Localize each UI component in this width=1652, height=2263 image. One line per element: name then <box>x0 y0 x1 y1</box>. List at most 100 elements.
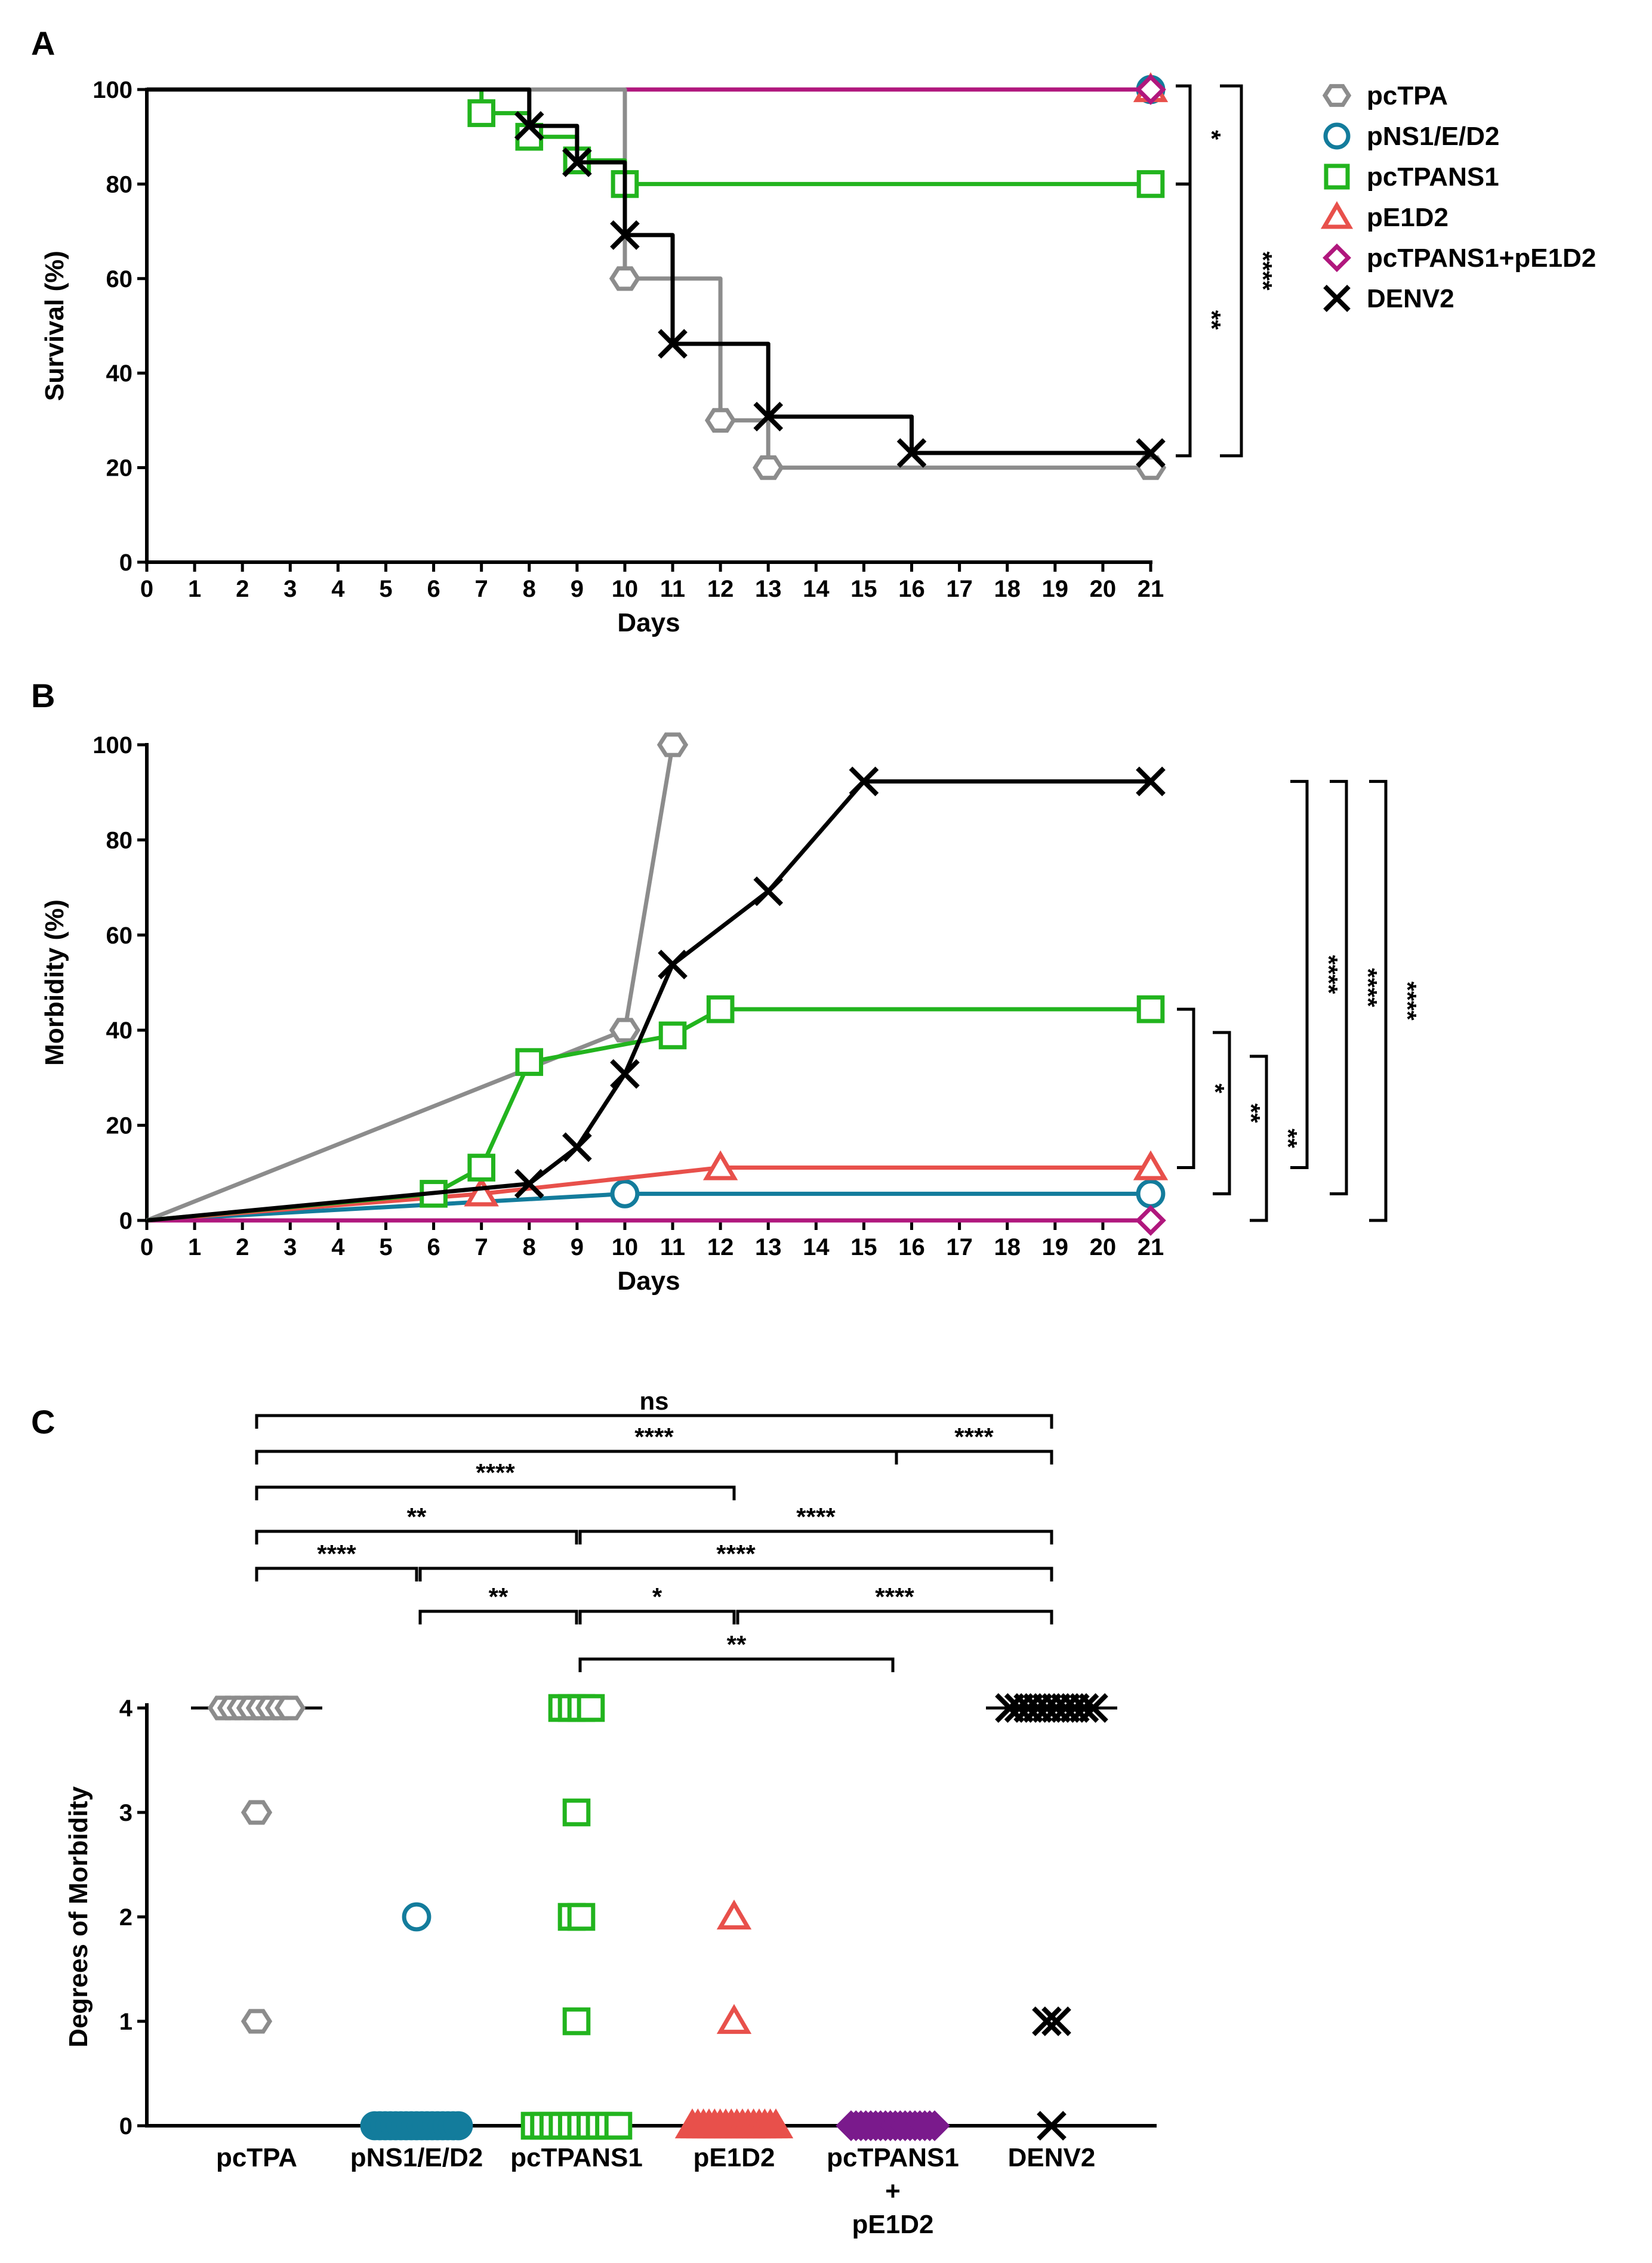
panel-a-series-pctpa-line <box>147 87 1151 470</box>
panel-label-c: C <box>31 1403 55 1441</box>
panel-b-sig-0-label: * <box>1201 1084 1229 1094</box>
panel-a-series-pctpans1-line <box>147 87 1151 186</box>
panel-c-point-pctpans1-3-0 <box>562 1798 591 1827</box>
panel-c-sig-2-bracket <box>895 1450 1053 1465</box>
panel-c-sig-8-label: ** <box>489 1583 508 1611</box>
panel-c-sig-3-label: **** <box>476 1459 515 1487</box>
legend-marker-pctpans1-pe1d2 <box>1323 243 1351 272</box>
panel-label-b: B <box>31 677 55 714</box>
panel-c-category-label-1: pNS1/E/D2 <box>350 2143 483 2172</box>
panel-a-x-tick-label-9: 9 <box>571 576 584 602</box>
panel-b-x-tick-label-12: 12 <box>707 1234 734 1260</box>
panel-b-series <box>146 732 1169 1236</box>
panel-c-sig-10-label: **** <box>875 1583 914 1611</box>
panel-b-x-tick-label-18: 18 <box>994 1234 1021 1260</box>
panel-b-series-denv2-point-3 <box>658 949 688 980</box>
panel-a-x-tick-label-12: 12 <box>707 576 734 602</box>
panel-a-series-denv2-point-0 <box>514 111 544 141</box>
panel-c-sig-7-label: **** <box>716 1540 756 1568</box>
panel-b-x-tick-label-10: 10 <box>612 1234 639 1260</box>
legend-label-pns1-e-d2: pNS1/E/D2 <box>1367 122 1500 151</box>
panel-b-sig-4-bracket <box>1330 779 1348 1195</box>
panel-c-point-pe1d2-1-0 <box>716 2004 752 2034</box>
panel-c-category-label-0: pcTPA <box>216 2143 297 2172</box>
panel-c-category-label-0-line-0: pcTPA <box>216 2143 297 2172</box>
panel-b-series-pctpans1-point-2 <box>515 1048 544 1076</box>
panel-c-point-pe1d2-2-0 <box>716 1900 752 1930</box>
panel-c-point-pe1d2-0-15 <box>758 2108 794 2139</box>
panel-a-series-denv2-point-3 <box>658 329 688 359</box>
panel-b-x-tick-label-21: 21 <box>1138 1234 1164 1260</box>
panel-a-sig-2-bracket <box>1220 84 1243 458</box>
panel-b-series-pctpans1-point-1 <box>467 1154 495 1182</box>
panel-b-sig-5-label: **** <box>1394 981 1422 1020</box>
panel-b-series-pctpa-point-0 <box>609 1018 641 1043</box>
panel-c-point-denv2-1-1 <box>1041 2006 1071 2036</box>
panel-c-sig-2-label: **** <box>954 1423 994 1451</box>
panel-b-series-pe1d2-point-2 <box>1133 1150 1169 1180</box>
panel-c-sig-11-label: ** <box>727 1630 747 1658</box>
panel-c-point-pctpans1-1-0 <box>562 2007 591 2036</box>
panel-a-x-tick-label-18: 18 <box>994 576 1021 602</box>
panel-c-sig-7-bracket <box>418 1567 1053 1581</box>
panel-c-point-denv2-0-0 <box>1037 2111 1067 2141</box>
panel-a-x-tick-label-3: 3 <box>283 576 297 602</box>
panel-b-x-tick-label-4: 4 <box>331 1234 345 1260</box>
panel-a-series-denv2-point-6 <box>1136 438 1166 468</box>
panel-c-sig-6-bracket <box>255 1567 418 1581</box>
legend-label-pctpa: pcTPA <box>1367 81 1448 110</box>
panel-b-series-pctpans1-line <box>146 1007 1151 1223</box>
panel-c-sig-0-bracket <box>255 1414 1053 1429</box>
legend-label-pctpans1: pcTPANS1 <box>1367 162 1499 192</box>
panel-c-sig-9-bracket <box>578 1610 736 1624</box>
panel-a-x-tick-label-8: 8 <box>523 576 536 602</box>
panel-a-x-tick-label-17: 17 <box>946 576 973 602</box>
panel-a-x-tick-label-10: 10 <box>612 576 639 602</box>
panel-a-series-denv2-point-5 <box>896 438 927 468</box>
panel-a-x-tick-label-21: 21 <box>1138 576 1164 602</box>
panel-a-series-pctpa-point-2 <box>753 455 784 480</box>
panel-a-series-denv2-point-4 <box>753 402 784 431</box>
panel-a-sig-0-label: * <box>1198 130 1226 140</box>
panel-b-series-pctpa-line <box>146 744 675 1223</box>
panel-b-y-tick-label-40: 40 <box>106 1018 133 1044</box>
panel-c-y-tick-label-2: 2 <box>119 1904 132 1931</box>
panel-b-series-denv2-point-2 <box>610 1059 640 1089</box>
panel-c-point-pns1-e-d2-0-16 <box>443 2111 473 2141</box>
panel-b-sig-2-label: ** <box>1274 1129 1302 1148</box>
panel-b-series-pctpans1-point-5 <box>1136 995 1165 1023</box>
panel-b-y-tick-label-100: 100 <box>93 732 132 759</box>
panel-a-x-tick-label-2: 2 <box>236 576 249 602</box>
panel-b-x-tick-label-2: 2 <box>236 1234 249 1260</box>
panel-a-x-tick-label-0: 0 <box>140 576 153 602</box>
panel-a-y-tick-label-100: 100 <box>93 77 132 103</box>
panel-b-x-tick-label-11: 11 <box>660 1234 685 1260</box>
panel-b-series-pe1d2-point-0 <box>464 1176 499 1207</box>
panel-c-points <box>191 1693 1117 2141</box>
panel-a-y-axis-label: Survival (%) <box>40 251 69 401</box>
legend-marker-pctpa <box>1322 84 1352 107</box>
panel-a-x-tick-label-19: 19 <box>1042 576 1069 602</box>
panel-c-sig-6-label: **** <box>317 1540 356 1568</box>
panel-a-x-tick-label-1: 1 <box>188 576 201 602</box>
panel-b-series-denv2-point-5 <box>849 766 879 797</box>
panel-c-y-tick-label-3: 3 <box>119 1800 132 1826</box>
panel-b-series-denv2-point-6 <box>1136 766 1166 797</box>
panel-b-series-denv2-line <box>146 779 1151 1223</box>
panel-c-y-axis-label: Degrees of Morbidity <box>64 1786 93 2048</box>
panel-c-sig-0-label: ns <box>639 1387 668 1415</box>
panel-c-point-pctpa-4-7 <box>274 1695 306 1721</box>
panel-a-x-axis-label: Days <box>617 608 680 637</box>
panel-a-x-tick-label-20: 20 <box>1090 576 1117 602</box>
legend-marker-denv2 <box>1323 285 1351 312</box>
panel-a-y-tick-label-0: 0 <box>119 550 132 576</box>
panel-b-series-denv2-point-1 <box>562 1132 592 1163</box>
legend-marker-pns1-e-d2 <box>1323 122 1351 150</box>
panel-b-sig-0-bracket <box>1177 1007 1195 1170</box>
panel-c-sig-3-bracket <box>255 1485 736 1500</box>
panel-b-series-pe1d2-line <box>146 1166 1151 1223</box>
panel-b-x-tick-label-20: 20 <box>1090 1234 1117 1260</box>
panel-c-sig-5-bracket <box>578 1530 1053 1544</box>
